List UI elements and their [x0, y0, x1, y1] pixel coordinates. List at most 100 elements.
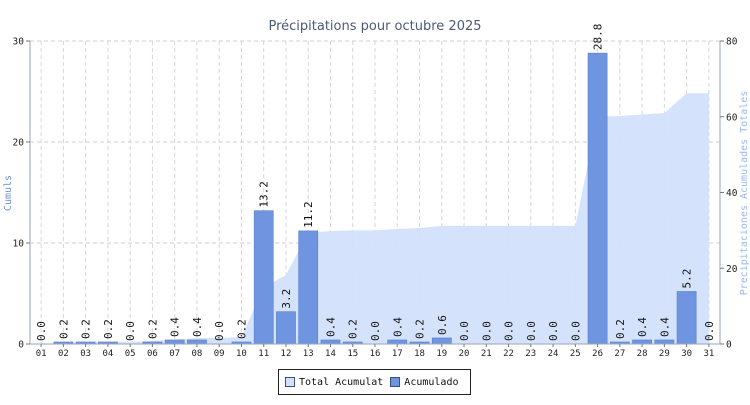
legend-item-total: Total Acumulat — [285, 377, 383, 388]
x-tick-label: 31 — [703, 349, 714, 359]
bar-value-label: 0.4 — [636, 317, 649, 337]
x-tick-label: 26 — [592, 349, 603, 359]
bar-day-12 — [276, 311, 296, 345]
x-tick-label: 13 — [303, 349, 314, 359]
bar-day-17 — [387, 339, 408, 345]
x-tick-label: 02 — [58, 349, 69, 359]
bar-day-19 — [431, 337, 452, 345]
bar-value-label: 13.2 — [258, 181, 271, 208]
x-tick-label: 01 — [36, 349, 47, 359]
bar-value-label: 0.4 — [391, 317, 404, 337]
x-tick-label: 03 — [80, 349, 91, 359]
bar-value-label: 0.2 — [146, 319, 159, 339]
x-tick-label: 05 — [125, 349, 136, 359]
y-tick-label: 10 — [13, 239, 25, 250]
bar-value-label: 5.2 — [681, 269, 694, 289]
legend-swatch-acumulado — [390, 377, 401, 387]
bar-value-label: 0.2 — [102, 319, 115, 339]
y2-axis-title: Precipitaciones Acumulades Totales — [739, 91, 750, 296]
y-tick-label: 0 — [18, 340, 24, 351]
chart-title: Précipitations pour octubre 2025 — [268, 19, 481, 34]
bar-day-26 — [587, 52, 608, 345]
bar-value-label: 0.0 — [213, 321, 226, 341]
bar-value-label: 0.2 — [347, 319, 360, 339]
x-tick-label: 08 — [192, 349, 203, 359]
x-tick-label: 17 — [392, 349, 403, 359]
bar-layer — [53, 52, 697, 345]
cumulative-area — [41, 93, 709, 344]
x-tick-label: 25 — [570, 349, 581, 359]
bar-value-label: 3.2 — [280, 289, 293, 309]
bar-value-label: 0.0 — [569, 321, 582, 341]
x-tick-label: 24 — [548, 349, 559, 359]
y-axis-title: Cumuls — [3, 175, 14, 211]
x-tick-label: 30 — [681, 349, 692, 359]
bar-value-label: 0.2 — [57, 319, 70, 339]
bar-day-28 — [632, 339, 652, 345]
bar-value-label: 0.0 — [124, 321, 137, 341]
bar-day-13 — [298, 230, 319, 345]
x-tick-label: 09 — [214, 349, 225, 359]
x-tick-label: 27 — [614, 349, 625, 359]
x-tick-label: 15 — [347, 349, 358, 359]
bar-value-label: 0.2 — [614, 319, 627, 339]
bar-value-label: 0.2 — [414, 319, 427, 339]
bar-value-label: 0.6 — [436, 315, 449, 335]
y2-tick-label: 20 — [726, 264, 738, 275]
bar-value-label: 28.8 — [592, 24, 605, 51]
bar-value-label: 11.2 — [302, 201, 315, 228]
legend-item-acumulado: Acumulado — [390, 377, 458, 388]
x-tick-label: 23 — [525, 349, 536, 359]
x-tick-label: 16 — [370, 349, 381, 359]
legend-label-total: Total Acumulat — [299, 376, 384, 388]
legend-label-acumulado: Acumulado — [404, 376, 459, 388]
bar-day-14 — [320, 339, 341, 345]
bar-value-label: 0.0 — [369, 321, 382, 341]
x-tick-label: 11 — [258, 349, 269, 359]
x-tick-label: 10 — [236, 349, 247, 359]
x-tick-label: 19 — [436, 349, 447, 359]
bar-value-label: 0.2 — [80, 319, 93, 339]
x-tick-label: 18 — [414, 349, 425, 359]
bar-day-08 — [187, 339, 207, 345]
bar-value-label: 0.4 — [169, 317, 182, 337]
bar-value-label: 0.0 — [503, 321, 516, 341]
y2-tick-label: 40 — [726, 188, 738, 199]
x-tick-label: 28 — [637, 349, 648, 359]
legend: Total Acumulat Acumulado — [278, 369, 471, 395]
bar-value-labels: 0.0 0.2 0.2 0.2 0.0 0.2 0.4 0.4 0.0 0.2 13.2 3.2 11.… — [35, 24, 716, 341]
x-tick-label: 14 — [325, 349, 336, 359]
bar-day-30 — [676, 291, 697, 345]
x-tick-label: 22 — [503, 349, 514, 359]
x-tick-label: 21 — [481, 349, 492, 359]
bar-value-label: 0.4 — [191, 317, 204, 337]
y2-tick-label: 80 — [726, 37, 738, 48]
bar-value-label: 0.0 — [547, 321, 560, 341]
bar-value-label: 0.4 — [324, 317, 337, 337]
bar-value-label: 0.0 — [458, 321, 471, 341]
y-tick-label: 20 — [13, 138, 25, 149]
bar-value-label: 0.2 — [235, 319, 248, 339]
bar-value-label: 0.0 — [525, 321, 538, 341]
bar-value-label: 0.0 — [480, 321, 493, 341]
bar-day-29 — [654, 339, 675, 345]
x-tick-label: 20 — [459, 349, 470, 359]
bar-day-07 — [164, 339, 185, 345]
x-tick-label: 04 — [102, 349, 113, 359]
x-tick-label: 12 — [281, 349, 292, 359]
bar-value-label: 0.0 — [35, 321, 48, 341]
y2-tick-label: 60 — [726, 112, 738, 123]
bar-value-label: 0.0 — [703, 321, 716, 341]
axis-layer: 0 10 20 30 0 20 40 60 80 01 02 03 04 05 06 07 08 09 10 11 12… — [13, 37, 738, 360]
x-tick-label: 07 — [169, 349, 180, 359]
legend-swatch-total — [285, 377, 295, 387]
y2-tick-label: 0 — [726, 340, 732, 351]
y-tick-label: 30 — [13, 37, 25, 48]
bar-value-label: 0.4 — [658, 317, 671, 337]
cumulative-area-layer — [41, 93, 709, 344]
x-tick-label: 06 — [147, 349, 158, 359]
bar-day-11 — [253, 210, 274, 345]
x-tick-label: 29 — [659, 349, 670, 359]
